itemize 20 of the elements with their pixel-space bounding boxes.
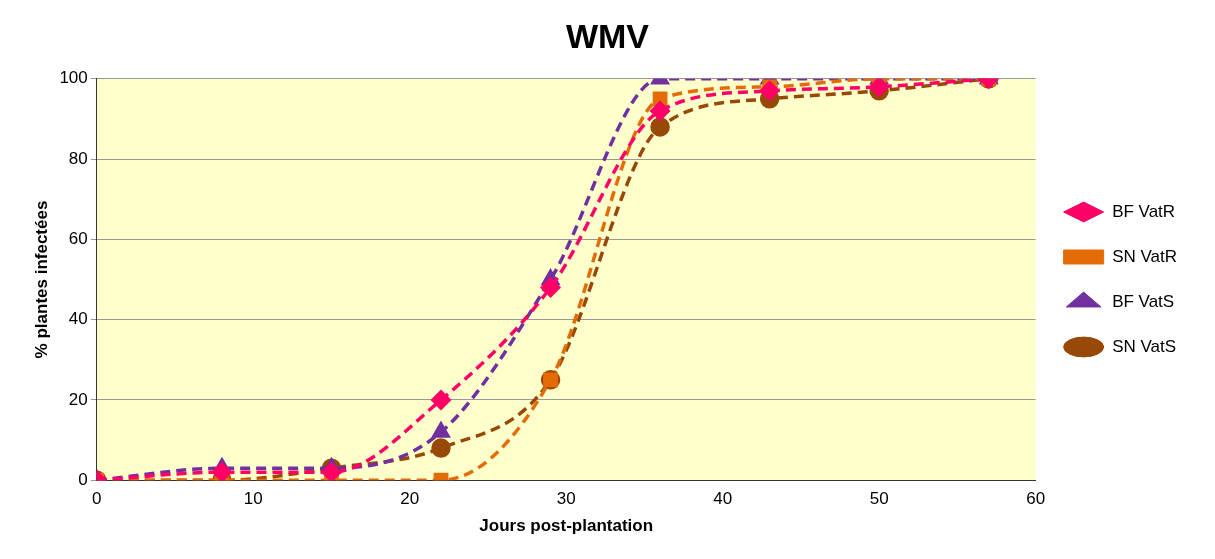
x-tick-label: 60 — [1026, 489, 1046, 509]
x-tick-label: 10 — [243, 489, 263, 509]
x-tick-label: 20 — [400, 489, 420, 509]
legend-label: SN VatS — [1112, 336, 1177, 356]
y-tick-label: 0 — [78, 469, 88, 489]
x-axis-title: Jours post-plantation — [479, 516, 654, 536]
legend-label: SN VatR — [1112, 246, 1177, 266]
x-tick-label: 40 — [713, 489, 733, 509]
x-tick-label: 0 — [92, 489, 102, 509]
x-tick-label: 50 — [869, 489, 889, 509]
legend-label: BF VatS — [1112, 291, 1175, 311]
y-tick-label: 20 — [68, 389, 88, 409]
legend-label: BF VatR — [1112, 201, 1176, 221]
y-tick-label: 80 — [68, 148, 88, 168]
x-tick-label: 30 — [556, 489, 576, 509]
y-tick-label: 40 — [68, 309, 88, 329]
y-axis-title: % plantes infectées — [31, 200, 51, 359]
chart-title: WMV — [565, 16, 650, 55]
y-tick-label: 100 — [59, 68, 88, 88]
y-tick-label: 60 — [68, 229, 88, 249]
